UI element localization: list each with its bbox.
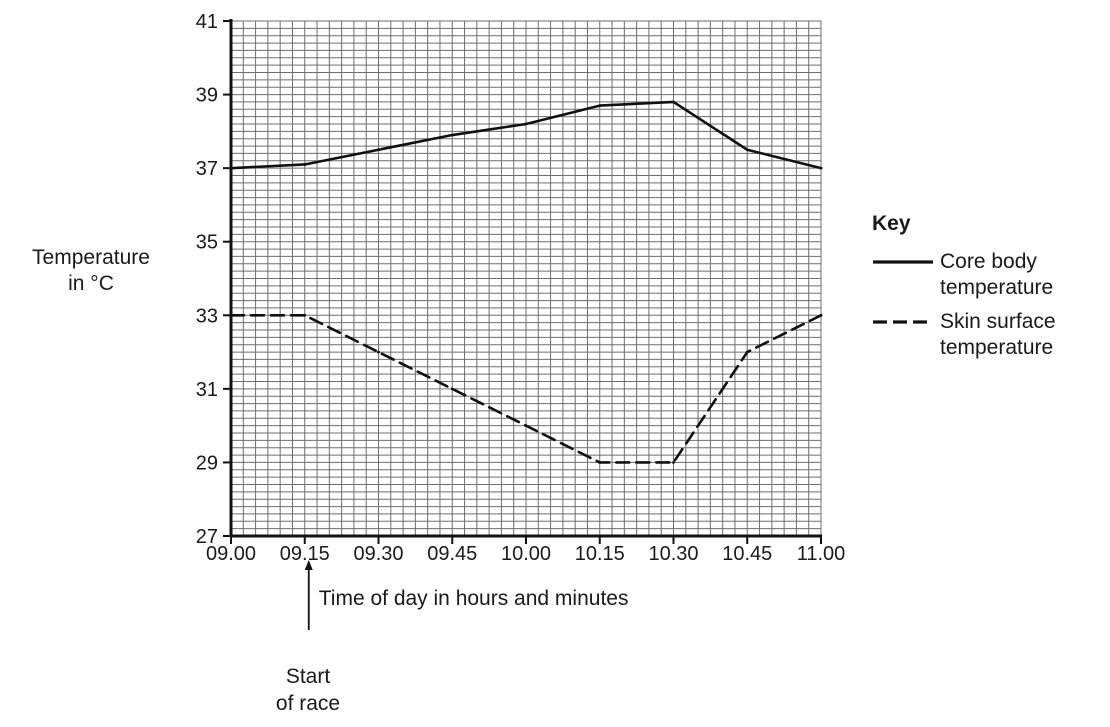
skin-temperature-point — [450, 387, 454, 391]
x-tick-label: 11.00 — [797, 543, 846, 565]
y-tick-label: 31 — [196, 379, 218, 401]
y-tick-label: 27 — [196, 526, 218, 548]
y-tick-label: 29 — [196, 452, 218, 474]
y-tick-label: 37 — [196, 158, 218, 180]
x-tick-label: 09.45 — [427, 543, 477, 565]
x-tick-label: 09.15 — [280, 543, 330, 565]
skin-temperature-point — [598, 461, 602, 464]
legend-entry-label: temperature — [940, 276, 1053, 299]
x-tick-label: 09.00 — [206, 543, 256, 565]
chart-axes — [223, 19, 822, 630]
skin-temperature-point — [524, 424, 528, 428]
core-temperature-point — [819, 166, 823, 170]
chart-grid — [231, 20, 822, 536]
start-of-race-annotation: of race — [276, 692, 340, 715]
y-axis-title: in °C — [68, 272, 114, 295]
core-temperature-point — [672, 100, 675, 104]
skin-temperature-point — [377, 350, 380, 354]
legend-title: Key — [872, 212, 911, 235]
chart-labels: 27 29 31 33 35 37 39 41 09.00 09.15 09.30 09.45 10.0… — [32, 11, 845, 715]
start-arrow-head — [304, 560, 313, 570]
legend-entry-label: temperature — [940, 336, 1053, 359]
core-temperature-point — [745, 148, 749, 152]
x-tick-label: 10.30 — [648, 543, 698, 565]
skin-temperature-point — [303, 313, 307, 317]
core-temperature-point — [377, 148, 380, 152]
x-tick-label: 10.15 — [575, 543, 625, 565]
skin-temperature-point — [672, 461, 675, 464]
x-tick-label: 09.30 — [353, 543, 403, 565]
y-tick-label: 35 — [196, 232, 218, 254]
skin-temperature-point — [745, 350, 749, 354]
x-axis-title: Time of day in hours and minutes — [319, 587, 629, 610]
core-temperature-point — [598, 104, 602, 108]
y-tick-label: 41 — [196, 11, 218, 33]
core-temperature-point — [524, 122, 528, 126]
x-tick-label: 10.00 — [501, 543, 551, 565]
skin-temperature-point — [819, 313, 823, 317]
x-tick-label: 10.45 — [722, 543, 772, 565]
y-tick-label: 33 — [196, 305, 218, 327]
core-temperature-point — [303, 163, 307, 166]
y-axis-title: Temperature — [32, 246, 150, 269]
start-of-race-annotation: Start — [286, 665, 331, 688]
chart-legend: Key Core body temperature Skin surface tempe… — [872, 212, 1056, 359]
legend-entry-label: Core body — [940, 250, 1037, 273]
y-tick-label: 39 — [196, 85, 218, 107]
core-temperature-point — [450, 133, 454, 137]
legend-entry-label: Skin surface — [940, 310, 1056, 333]
